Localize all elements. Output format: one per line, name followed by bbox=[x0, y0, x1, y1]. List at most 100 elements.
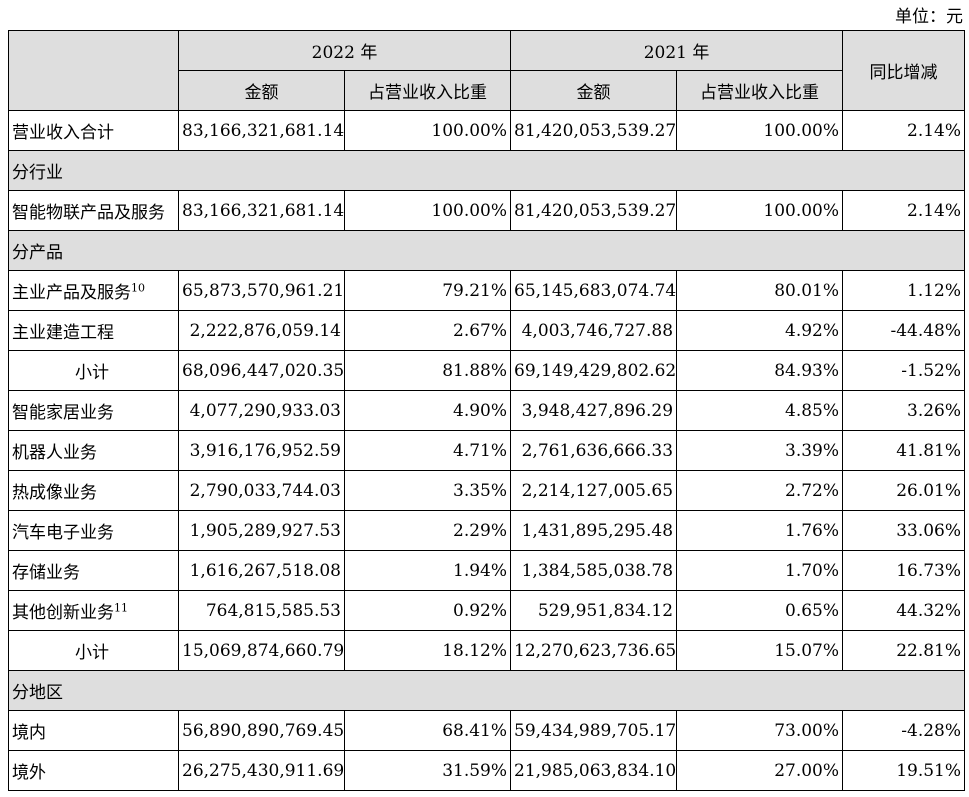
yoy-change: 3.26% bbox=[842, 390, 966, 431]
amount-2022: 65,873,570,961.21 bbox=[178, 270, 345, 311]
table-row-subtotal: 小计 15,069,874,660.79 18.12% 12,270,623,7… bbox=[8, 630, 966, 671]
table-row: 境外 26,275,430,911.69 31.59% 21,985,063,8… bbox=[8, 750, 966, 791]
yoy-change: 2.14% bbox=[842, 110, 966, 151]
amount-2021: 59,434,989,705.17 bbox=[510, 710, 678, 751]
amount-2021: 81,420,053,539.27 bbox=[510, 110, 678, 151]
amount-2021: 1,384,585,038.78 bbox=[510, 550, 678, 591]
footnote-marker: 11 bbox=[114, 601, 128, 615]
row-label: 境内 bbox=[8, 710, 179, 751]
yoy-change: 44.32% bbox=[842, 590, 966, 631]
share-2022: 2.29% bbox=[343, 510, 512, 551]
yoy-change: 33.06% bbox=[842, 510, 966, 551]
share-2022: 100.00% bbox=[343, 190, 512, 231]
yoy-change: -4.28% bbox=[842, 710, 966, 751]
amount-2022: 764,815,585.53 bbox=[178, 590, 345, 631]
amount-2022: 68,096,447,020.35 bbox=[178, 350, 345, 391]
section-label: 分行业 bbox=[7, 150, 966, 191]
table-row: 主业建造工程 2,222,876,059.14 2.67% 4,003,746,… bbox=[8, 310, 966, 351]
share-2022: 100.00% bbox=[343, 110, 512, 151]
share-2021: 27.00% bbox=[676, 750, 844, 791]
amount-2022: 83,166,321,681.14 bbox=[178, 110, 345, 151]
table-row: 境内 56,890,890,769.45 68.41% 59,434,989,7… bbox=[8, 710, 966, 751]
amount-2021: 2,761,636,666.33 bbox=[510, 430, 678, 471]
share-2022: 4.71% bbox=[343, 430, 512, 471]
yoy-change: 2.14% bbox=[842, 190, 966, 231]
revenue-table: 2022 年 2021 年 同比增减 金额 占营业收入比重 金额 占营业收入比重… bbox=[7, 30, 966, 791]
amount-2021: 69,149,429,802.62 bbox=[510, 350, 678, 391]
header-amount-2021: 金额 bbox=[510, 70, 678, 111]
share-2021: 3.39% bbox=[676, 430, 844, 471]
share-2021: 84.93% bbox=[676, 350, 844, 391]
header-year-2021: 2021 年 bbox=[510, 30, 844, 71]
share-2022: 4.90% bbox=[343, 390, 512, 431]
yoy-change: 41.81% bbox=[842, 430, 966, 471]
section-label: 分地区 bbox=[7, 670, 966, 711]
table-row: 主业产品及服务10 65,873,570,961.21 79.21% 65,14… bbox=[8, 270, 966, 311]
header-year-2022: 2022 年 bbox=[177, 30, 512, 71]
amount-2021: 12,270,623,736.65 bbox=[510, 630, 678, 671]
amount-2021: 3,948,427,896.29 bbox=[510, 390, 678, 431]
amount-2021: 21,985,063,834.10 bbox=[510, 750, 678, 791]
share-2021: 4.92% bbox=[676, 310, 844, 351]
table-row: 存储业务 1,616,267,518.08 1.94% 1,384,585,03… bbox=[8, 550, 966, 591]
row-label: 其他创新业务11 bbox=[8, 590, 179, 631]
section-row-product: 分产品 bbox=[7, 230, 966, 271]
amount-2022: 3,916,176,952.59 bbox=[178, 430, 345, 471]
table-row: 汽车电子业务 1,905,289,927.53 2.29% 1,431,895,… bbox=[8, 510, 966, 551]
row-label: 小计 bbox=[8, 350, 179, 391]
table-row: 智能物联产品及服务 83,166,321,681.14 100.00% 81,4… bbox=[8, 190, 966, 231]
amount-2022: 26,275,430,911.69 bbox=[178, 750, 345, 791]
share-2021: 73.00% bbox=[676, 710, 844, 751]
row-label: 小计 bbox=[8, 630, 179, 671]
row-label: 存储业务 bbox=[8, 550, 179, 591]
yoy-change: -1.52% bbox=[842, 350, 966, 391]
share-2022: 68.41% bbox=[343, 710, 512, 751]
row-label-text: 其他创新业务 bbox=[12, 603, 114, 623]
header-share-2022: 占营业收入比重 bbox=[343, 70, 512, 111]
yoy-change: 1.12% bbox=[842, 270, 966, 311]
share-2022: 3.35% bbox=[343, 470, 512, 511]
row-label: 营业收入合计 bbox=[8, 110, 179, 151]
yoy-change: 19.51% bbox=[842, 750, 966, 791]
share-2022: 0.92% bbox=[343, 590, 512, 631]
amount-2021: 529,951,834.12 bbox=[510, 590, 678, 631]
yoy-change: 26.01% bbox=[842, 470, 966, 511]
yoy-change: -44.48% bbox=[842, 310, 966, 351]
row-label: 智能物联产品及服务 bbox=[8, 190, 179, 231]
row-label-text: 主业产品及服务 bbox=[12, 283, 131, 303]
table-row: 热成像业务 2,790,033,744.03 3.35% 2,214,127,0… bbox=[8, 470, 966, 511]
header-amount-2022: 金额 bbox=[178, 70, 345, 111]
header-yoy: 同比增减 bbox=[842, 30, 966, 111]
row-label: 机器人业务 bbox=[8, 430, 179, 471]
section-row-industry: 分行业 bbox=[7, 150, 966, 191]
yoy-change: 16.73% bbox=[842, 550, 966, 591]
share-2021: 100.00% bbox=[676, 190, 844, 231]
table-row: 智能家居业务 4,077,290,933.03 4.90% 3,948,427,… bbox=[8, 390, 966, 431]
footnote-marker: 10 bbox=[131, 281, 145, 295]
amount-2022: 56,890,890,769.45 bbox=[178, 710, 345, 751]
amount-2021: 1,431,895,295.48 bbox=[510, 510, 678, 551]
row-label: 主业建造工程 bbox=[8, 310, 179, 351]
row-label: 智能家居业务 bbox=[8, 390, 179, 431]
share-2021: 80.01% bbox=[676, 270, 844, 311]
share-2021: 2.72% bbox=[676, 470, 844, 511]
amount-2022: 4,077,290,933.03 bbox=[178, 390, 345, 431]
yoy-change: 22.81% bbox=[842, 630, 966, 671]
amount-2021: 2,214,127,005.65 bbox=[510, 470, 678, 511]
amount-2022: 1,616,267,518.08 bbox=[178, 550, 345, 591]
share-2021: 100.00% bbox=[676, 110, 844, 151]
amount-2022: 2,790,033,744.03 bbox=[178, 470, 345, 511]
table-row-subtotal: 小计 68,096,447,020.35 81.88% 69,149,429,8… bbox=[8, 350, 966, 391]
unit-label: 单位：元 bbox=[895, 7, 963, 27]
header-share-2021: 占营业收入比重 bbox=[676, 70, 844, 111]
section-row-region: 分地区 bbox=[7, 670, 966, 711]
table-row: 机器人业务 3,916,176,952.59 4.71% 2,761,636,6… bbox=[8, 430, 966, 471]
share-2021: 15.07% bbox=[676, 630, 844, 671]
share-2022: 2.67% bbox=[343, 310, 512, 351]
share-2022: 81.88% bbox=[343, 350, 512, 391]
amount-2021: 65,145,683,074.74 bbox=[510, 270, 678, 311]
amount-2021: 4,003,746,727.88 bbox=[510, 310, 678, 351]
row-label: 主业产品及服务10 bbox=[8, 270, 179, 311]
amount-2022: 2,222,876,059.14 bbox=[178, 310, 345, 351]
row-label: 境外 bbox=[8, 750, 179, 791]
